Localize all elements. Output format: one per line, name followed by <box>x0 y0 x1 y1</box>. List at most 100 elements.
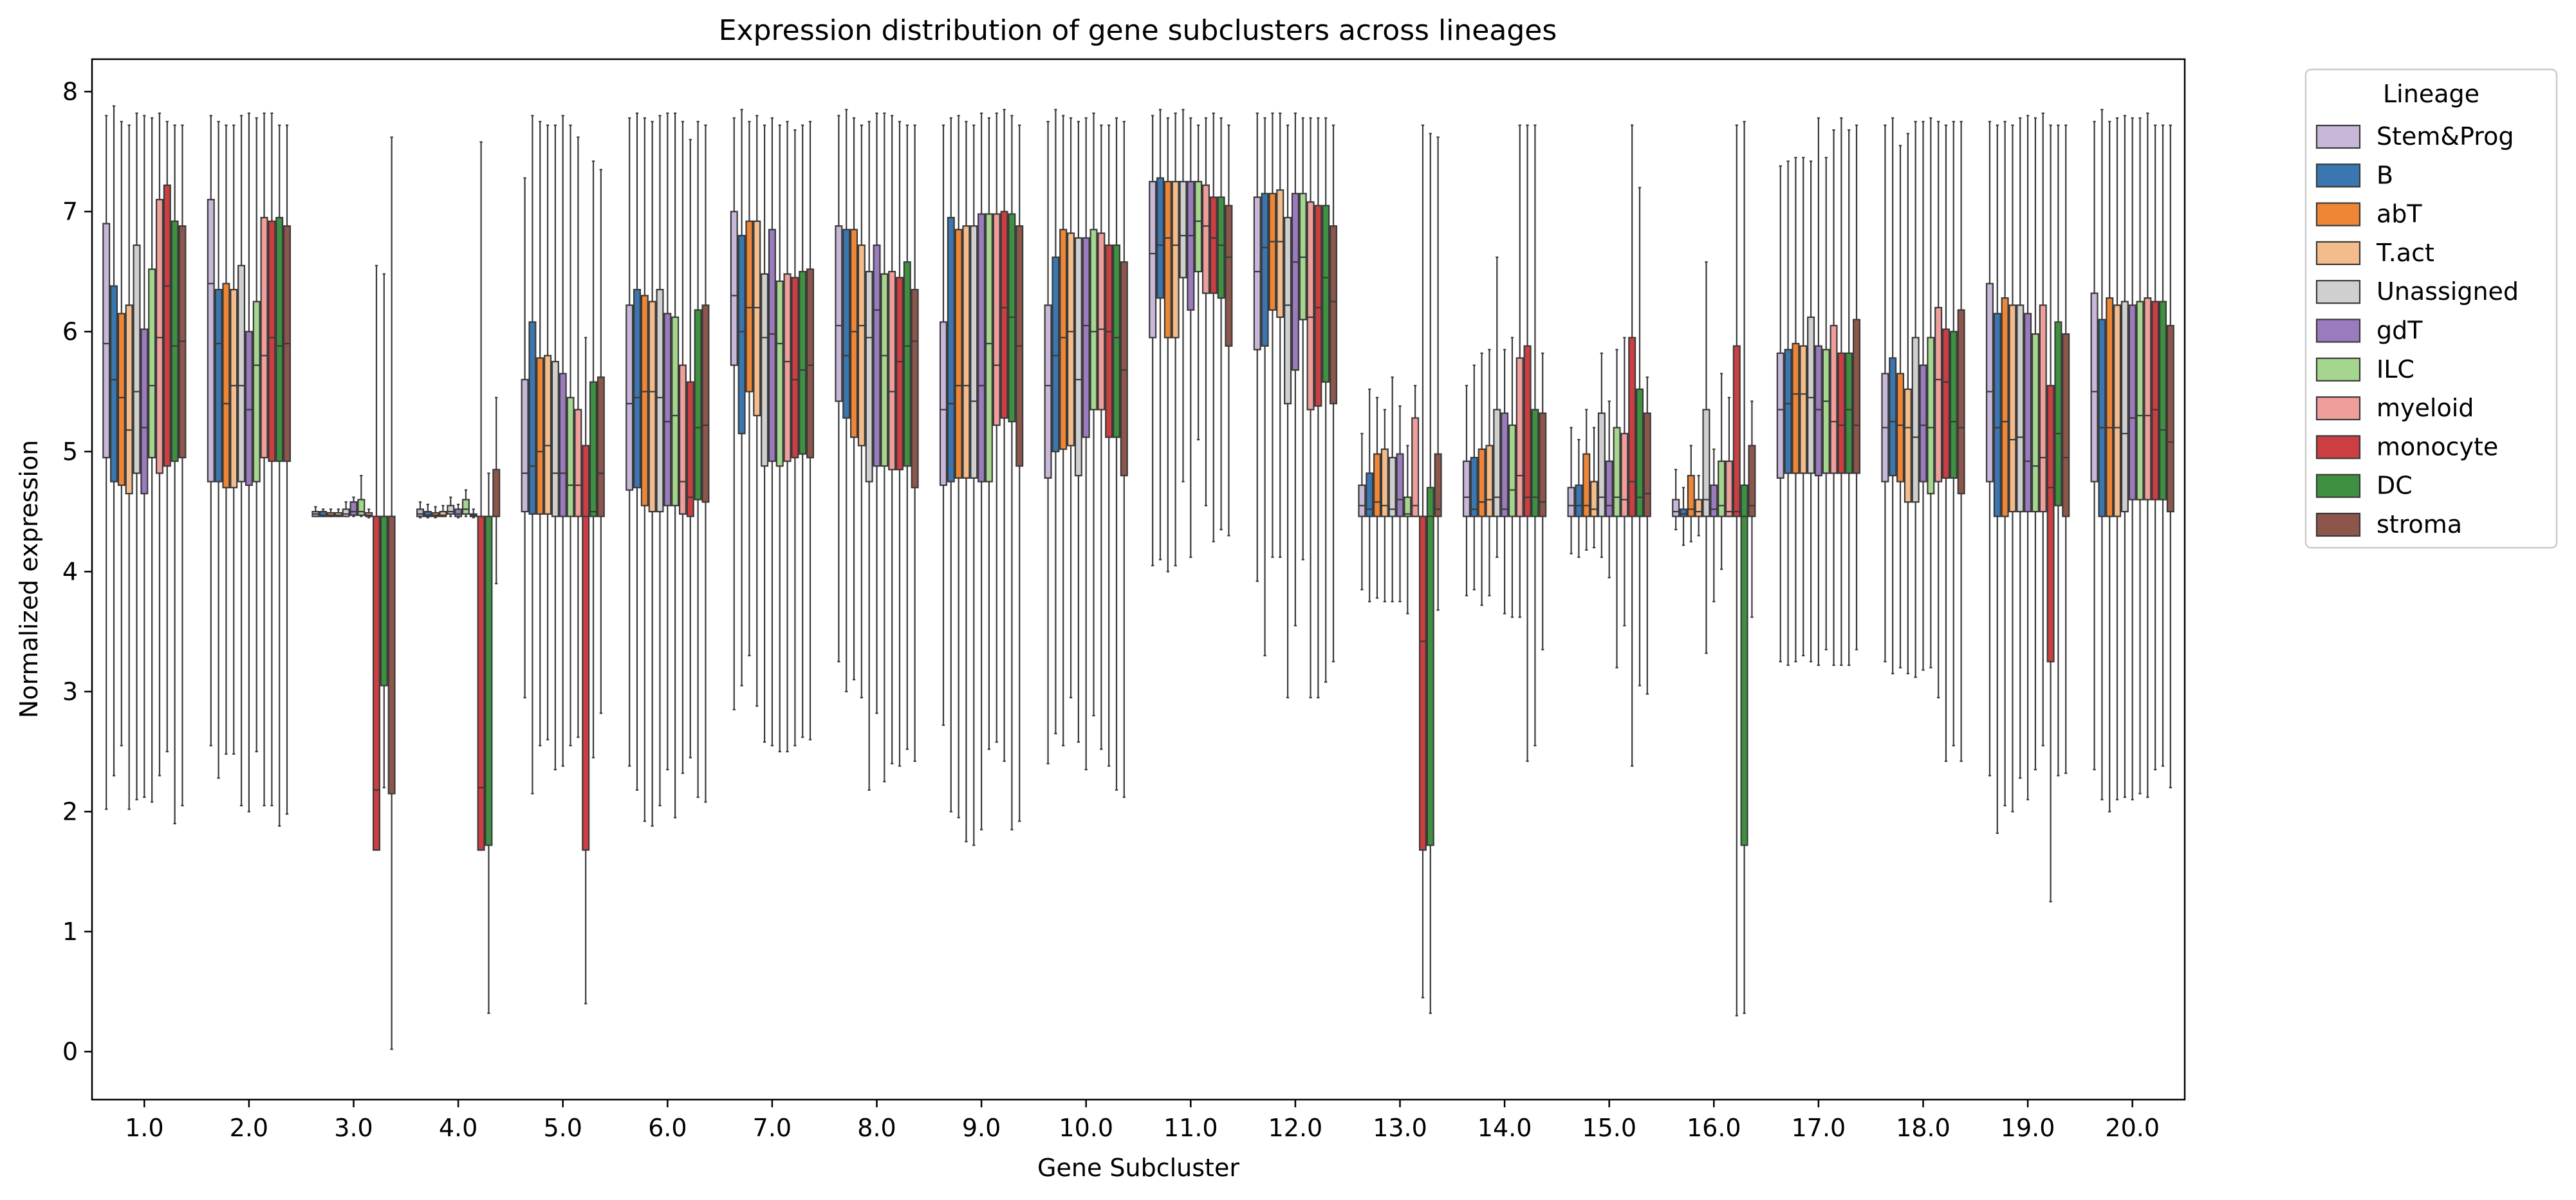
box-body <box>2031 333 2039 513</box>
box-body <box>835 225 843 402</box>
box-body <box>656 288 664 513</box>
box-body <box>574 409 582 517</box>
box-body <box>492 468 501 517</box>
box-T.act-4.0 <box>439 504 447 517</box>
box-body <box>1194 181 1203 273</box>
box-Stem&Prog-19.0 <box>1985 120 1994 777</box>
box-gdT-6.0 <box>663 112 672 771</box>
box-body <box>1493 409 1501 517</box>
box-gdT-9.0 <box>978 112 986 831</box>
box-body <box>528 321 537 515</box>
box-T.act-12.0 <box>1276 112 1284 558</box>
legend-label: monocyte <box>2377 432 2498 461</box>
box-T.act-5.0 <box>544 124 552 741</box>
box-body <box>222 282 230 488</box>
box-DC-1.0 <box>171 124 179 825</box>
legend-title: Lineage <box>2383 80 2479 108</box>
box-body <box>1672 499 1680 517</box>
box-Unassigned-17.0 <box>1807 160 1815 663</box>
box-body <box>2106 297 2114 517</box>
box-body <box>1396 453 1404 517</box>
legend-item-Unassigned: Unassigned <box>2315 277 2519 306</box>
box-body <box>1508 424 1516 517</box>
legend-box <box>2304 68 2558 549</box>
box-abT-2.0 <box>222 124 230 755</box>
legend-swatch <box>2315 435 2361 459</box>
box-abT-19.0 <box>2001 120 2009 807</box>
box-ILC-4.0 <box>461 489 470 517</box>
legend-swatch <box>2315 280 2361 304</box>
box-body <box>633 288 642 488</box>
box-Stem&Prog-20.0 <box>2090 120 2099 771</box>
box-body <box>1635 388 1644 517</box>
box-body <box>895 277 903 470</box>
box-body <box>1822 349 1830 474</box>
box-body <box>1919 364 1927 483</box>
box-DC-20.0 <box>2158 124 2167 767</box>
box-body <box>1434 453 1442 517</box>
box-B-11.0 <box>1156 109 1165 560</box>
box-ILC-18.0 <box>1927 117 1935 669</box>
box-body <box>245 331 253 486</box>
box-ILC-13.0 <box>1404 445 1412 614</box>
box-body <box>694 309 702 501</box>
box-ILC-3.0 <box>357 475 366 517</box>
box-body <box>260 217 268 459</box>
box-body <box>1059 228 1068 450</box>
box-body <box>865 271 873 483</box>
legend-swatch <box>2315 202 2361 226</box>
box-body <box>416 508 424 517</box>
box-body <box>1575 484 1583 517</box>
box-body <box>589 381 598 517</box>
box-DC-2.0 <box>275 124 284 827</box>
box-body <box>939 321 947 486</box>
box-Stem&Prog-17.0 <box>1776 165 1784 663</box>
box-T.act-9.0 <box>962 120 970 843</box>
legend-label: Stem&Prog <box>2377 122 2514 151</box>
box-body <box>701 304 710 503</box>
box-abT-15.0 <box>1582 409 1591 551</box>
box-stroma-19.0 <box>2062 124 2070 774</box>
box-body <box>2016 304 2025 513</box>
box-ILC-11.0 <box>1194 124 1203 441</box>
box-myeloid-7.0 <box>783 120 792 753</box>
box-Unassigned-15.0 <box>1597 352 1606 558</box>
box-body <box>1740 484 1748 846</box>
box-body <box>461 499 470 515</box>
x-tick-label: 6.0 <box>648 1114 687 1142</box>
box-ILC-10.0 <box>1089 112 1098 717</box>
box-body <box>1523 345 1532 517</box>
box-body <box>1149 181 1157 338</box>
box-DC-9.0 <box>1008 115 1016 831</box>
box-monocyte-10.0 <box>1105 124 1113 767</box>
box-body <box>2001 297 2009 517</box>
box-Unassigned-5.0 <box>551 124 559 771</box>
box-monocyte-3.0 <box>372 264 380 851</box>
box-myeloid-11.0 <box>1201 117 1210 506</box>
box-gdT-11.0 <box>1187 117 1195 558</box>
box-Stem&Prog-13.0 <box>1358 432 1366 591</box>
box-body <box>1209 196 1218 294</box>
box-gdT-18.0 <box>1919 120 1927 671</box>
box-body <box>477 515 485 851</box>
box-DC-14.0 <box>1531 124 1539 746</box>
box-B-16.0 <box>1679 486 1688 546</box>
box-body <box>566 396 575 517</box>
box-body <box>1934 306 1943 483</box>
box-myeloid-16.0 <box>1725 396 1733 517</box>
box-body <box>1306 201 1315 411</box>
box-body <box>686 381 694 517</box>
box-body <box>133 244 141 474</box>
box-T.act-14.0 <box>1485 349 1494 596</box>
box-ILC-8.0 <box>880 112 889 782</box>
box-body <box>1889 357 1897 477</box>
box-body <box>880 273 889 467</box>
legend-swatch <box>2315 241 2361 265</box>
box-gdT-7.0 <box>768 117 776 746</box>
box-body <box>1732 345 1741 517</box>
box-body <box>640 295 649 506</box>
legend-swatch <box>2315 474 2361 498</box>
box-body <box>1388 457 1396 517</box>
box-body <box>372 515 380 851</box>
box-ILC-15.0 <box>1613 349 1621 669</box>
